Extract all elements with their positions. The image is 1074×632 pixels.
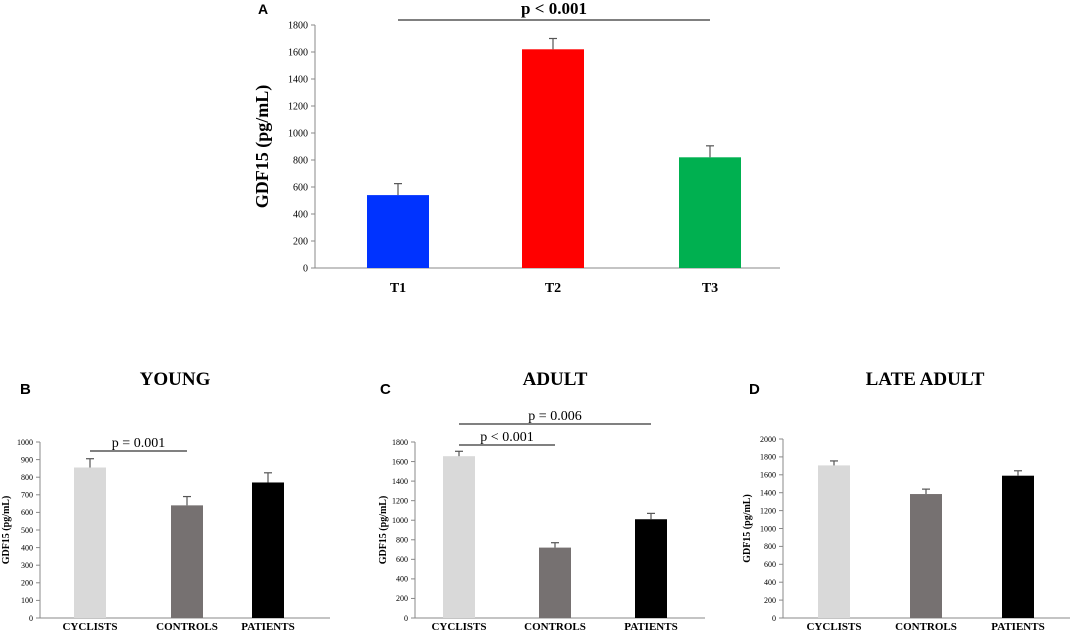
y-axis-label: GDF15 (pg/mL) — [378, 496, 389, 565]
chart-title: YOUNG — [140, 369, 211, 390]
y-tick-label: 400 — [764, 578, 776, 587]
y-tick-label: 800 — [293, 156, 308, 167]
y-tick-label: 200 — [21, 579, 33, 588]
significance-label: p = 0.001 — [112, 436, 165, 451]
y-tick-label: 1800 — [288, 21, 308, 32]
significance-label: p = 0.006 — [528, 409, 581, 424]
y-tick-label: 1400 — [760, 489, 776, 498]
y-tick-label: 200 — [293, 237, 308, 248]
x-tick-label: CONTROLS — [156, 621, 218, 632]
y-tick-label: 1200 — [392, 496, 408, 505]
y-tick-label: 100 — [21, 596, 33, 605]
bar — [1002, 475, 1034, 618]
y-tick-label: 800 — [21, 473, 33, 482]
y-tick-label: 800 — [396, 536, 408, 545]
y-axis-label: GDF15 (pg/mL) — [1, 496, 12, 565]
y-tick-label: 600 — [396, 555, 408, 564]
bar — [910, 494, 942, 618]
panel-letter: B — [20, 381, 31, 398]
chart-title: ADULT — [523, 369, 588, 390]
bar — [74, 467, 106, 618]
significance-label: p < 0.001 — [480, 430, 533, 445]
panel-letter: D — [749, 381, 760, 398]
x-tick-label: CYCLISTS — [62, 621, 117, 632]
bar — [635, 519, 667, 618]
x-tick-label: CONTROLS — [895, 621, 957, 632]
y-tick-label: 200 — [396, 594, 408, 603]
y-tick-label: 0 — [772, 614, 776, 623]
y-tick-label: 400 — [21, 543, 33, 552]
x-tick-label: PATIENTS — [624, 621, 677, 632]
y-tick-label: 1600 — [760, 471, 776, 480]
bar — [171, 505, 203, 618]
y-tick-label: 1200 — [760, 506, 776, 515]
y-tick-label: 1400 — [392, 477, 408, 486]
y-tick-label: 1600 — [288, 48, 308, 59]
y-tick-label: 1400 — [288, 75, 308, 86]
bar — [522, 49, 584, 268]
y-tick-label: 2000 — [760, 435, 776, 444]
y-tick-label: 300 — [21, 561, 33, 570]
y-tick-label: 600 — [293, 183, 308, 194]
y-tick-label: 0 — [303, 264, 308, 275]
y-axis-label: GDF15 (pg/mL) — [742, 494, 753, 563]
y-tick-label: 1000 — [760, 524, 776, 533]
panel-letter: C — [380, 381, 391, 398]
y-tick-label: 1200 — [288, 102, 308, 113]
y-tick-label: 400 — [396, 575, 408, 584]
y-axis-label: GDF15 (pg/mL) — [252, 85, 273, 209]
x-tick-label: CONTROLS — [524, 621, 586, 632]
bar — [539, 547, 571, 618]
chart-title: LATE ADULT — [866, 369, 985, 390]
y-tick-label: 500 — [21, 526, 33, 535]
y-tick-label: 600 — [21, 508, 33, 517]
y-tick-label: 1800 — [760, 453, 776, 462]
x-tick-label: T2 — [545, 281, 561, 296]
x-tick-label: T1 — [390, 281, 406, 296]
x-tick-label: T3 — [702, 281, 718, 296]
bar — [367, 195, 429, 268]
bar — [679, 157, 741, 268]
panel-letter: A — [258, 1, 268, 17]
y-tick-label: 600 — [764, 560, 776, 569]
y-tick-label: 700 — [21, 491, 33, 500]
bar — [252, 482, 284, 618]
y-tick-label: 400 — [293, 210, 308, 221]
y-tick-label: 1800 — [392, 438, 408, 447]
y-tick-label: 1000 — [288, 129, 308, 140]
x-tick-label: PATIENTS — [241, 621, 294, 632]
x-tick-label: CYCLISTS — [431, 621, 486, 632]
y-tick-label: 0 — [29, 614, 33, 623]
y-tick-label: 1600 — [392, 457, 408, 466]
y-tick-label: 1000 — [17, 438, 33, 447]
y-tick-label: 200 — [764, 596, 776, 605]
bar — [818, 465, 850, 618]
significance-label: p < 0.001 — [521, 0, 587, 18]
y-tick-label: 1000 — [392, 516, 408, 525]
x-tick-label: PATIENTS — [991, 621, 1044, 632]
y-tick-label: 900 — [21, 455, 33, 464]
bar — [443, 456, 475, 618]
y-tick-label: 0 — [404, 614, 408, 623]
y-tick-label: 800 — [764, 542, 776, 551]
x-tick-label: CYCLISTS — [806, 621, 861, 632]
